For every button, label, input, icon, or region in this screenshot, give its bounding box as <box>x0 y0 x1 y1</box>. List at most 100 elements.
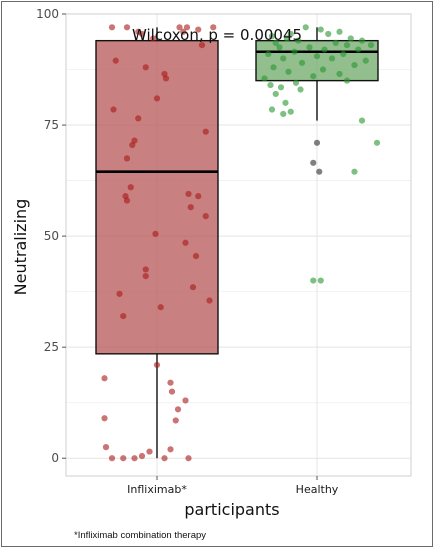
data-point <box>157 304 164 311</box>
data-point <box>129 141 136 149</box>
data-point <box>187 204 194 211</box>
y-tick-label: 100 <box>36 7 59 21</box>
data-point <box>167 446 174 453</box>
data-point <box>287 30 294 38</box>
data-point <box>176 24 183 31</box>
data-point <box>210 24 217 31</box>
data-point <box>280 55 287 62</box>
test-annotation: Wilcoxon, p = 0.00045 <box>132 26 302 44</box>
data-point <box>358 117 366 124</box>
data-point <box>195 193 202 200</box>
data-point <box>153 361 161 369</box>
outlier-point <box>316 168 323 175</box>
data-point <box>313 53 321 60</box>
data-point <box>321 46 328 53</box>
data-point <box>116 290 123 297</box>
data-point <box>142 272 149 280</box>
data-point <box>192 253 200 260</box>
data-point <box>161 455 168 462</box>
data-point <box>272 90 279 98</box>
data-point <box>195 26 202 33</box>
data-point <box>102 444 110 451</box>
data-point <box>172 417 179 424</box>
y-tick-label: 75 <box>44 118 59 132</box>
data-point <box>268 33 276 40</box>
data-point <box>182 239 189 246</box>
data-point <box>347 35 354 42</box>
data-point <box>295 37 302 44</box>
data-point <box>112 57 119 64</box>
data-point <box>306 44 313 51</box>
data-point <box>120 312 127 320</box>
data-point <box>325 30 332 38</box>
outlier-point <box>310 159 317 166</box>
data-point <box>265 50 272 58</box>
data-point <box>167 379 174 386</box>
data-point <box>272 39 279 46</box>
data-points <box>101 24 381 462</box>
y-axis-title: Neutralizing <box>11 199 30 296</box>
data-point <box>150 35 157 42</box>
data-point <box>185 455 192 462</box>
data-point <box>310 73 317 80</box>
data-point <box>282 99 289 106</box>
data-point <box>123 24 131 31</box>
data-point <box>138 30 146 38</box>
data-point <box>373 139 381 146</box>
data-point <box>180 28 187 35</box>
data-point <box>110 106 117 113</box>
data-point <box>189 284 197 291</box>
data-point <box>153 95 161 102</box>
data-point <box>355 46 362 53</box>
data-point <box>319 66 327 73</box>
data-point <box>351 61 358 69</box>
data-point <box>310 277 317 284</box>
data-point <box>328 55 336 62</box>
data-point <box>292 79 300 86</box>
data-point <box>162 75 170 82</box>
box-healthy <box>255 39 379 82</box>
data-point <box>198 41 206 49</box>
data-point <box>332 39 339 46</box>
data-point <box>280 110 287 118</box>
data-point <box>287 108 294 115</box>
y-tick-label: 0 <box>51 451 59 465</box>
data-point <box>202 213 209 220</box>
data-point <box>285 68 292 75</box>
y-tick-label: 25 <box>44 340 59 354</box>
data-point <box>291 48 298 55</box>
data-point <box>276 44 283 51</box>
x-tick-label: Infliximab* <box>127 483 187 496</box>
data-point <box>202 128 209 135</box>
data-point <box>362 57 369 64</box>
outlier-point <box>313 139 321 146</box>
data-point <box>302 24 309 31</box>
panel-border <box>65 13 412 477</box>
data-point <box>270 64 277 71</box>
x-axis-title: participants <box>184 500 279 519</box>
data-point <box>131 455 138 462</box>
x-tick-label: Healthy <box>296 483 339 496</box>
data-point <box>358 37 366 44</box>
data-point <box>101 375 108 382</box>
data-point <box>268 106 276 113</box>
data-point <box>135 115 142 122</box>
data-point <box>343 41 351 49</box>
data-point <box>152 230 159 237</box>
data-point <box>182 397 189 404</box>
data-point <box>317 277 324 284</box>
data-point <box>183 24 191 31</box>
data-point <box>277 84 285 91</box>
axes: 0 25 50 75 100 Infliximab* Healthy <box>36 7 412 496</box>
data-point <box>343 77 351 84</box>
data-point <box>127 184 134 191</box>
data-point <box>108 24 116 31</box>
y-tick-label: 50 <box>44 229 59 243</box>
data-point <box>336 28 343 35</box>
data-point <box>367 41 375 49</box>
data-point <box>138 452 146 460</box>
data-point <box>123 197 131 204</box>
data-point <box>168 388 176 395</box>
box-plot: 0 25 50 75 100 Infliximab* Healthy Wilcoxon, p… <box>11 7 412 519</box>
